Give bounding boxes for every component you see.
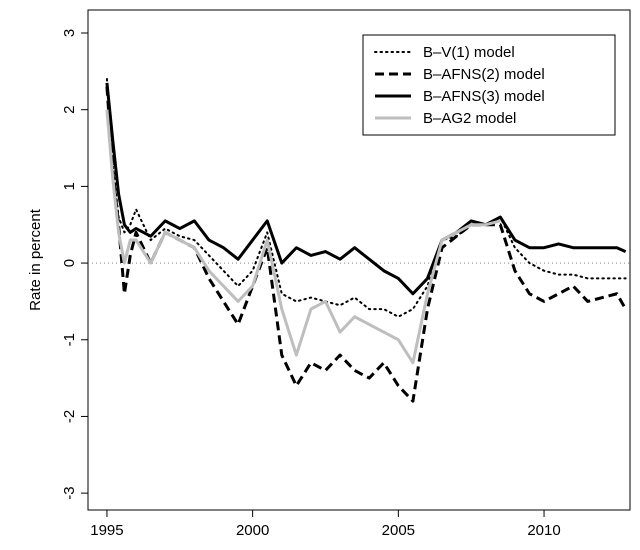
x-tick-label: 2010	[527, 522, 560, 539]
y-tick-label: -1	[61, 333, 78, 346]
x-tick-label: 2000	[236, 522, 269, 539]
x-tick-label: 2005	[382, 522, 415, 539]
y-tick-label: 0	[61, 259, 78, 267]
y-axis-label: Rate in percent	[27, 208, 44, 311]
legend-label: B–AFNS(2) model	[423, 66, 545, 83]
y-tick-label: 2	[61, 106, 78, 114]
x-tick-label: 1995	[90, 522, 123, 539]
y-tick-label: 1	[61, 182, 78, 190]
legend-label: B–V(1) model	[423, 44, 515, 61]
series-line	[105, 109, 501, 365]
legend-label: B–AFNS(3) model	[423, 88, 545, 105]
series-line	[105, 86, 627, 403]
y-tick-label: -2	[61, 410, 78, 423]
y-tick-label: 3	[61, 29, 78, 37]
series-line	[105, 78, 627, 318]
y-tick-label: -3	[61, 486, 78, 499]
legend-label: B–AG2 model	[423, 110, 516, 127]
plot-frame	[87, 9, 631, 511]
series-line	[105, 82, 627, 296]
